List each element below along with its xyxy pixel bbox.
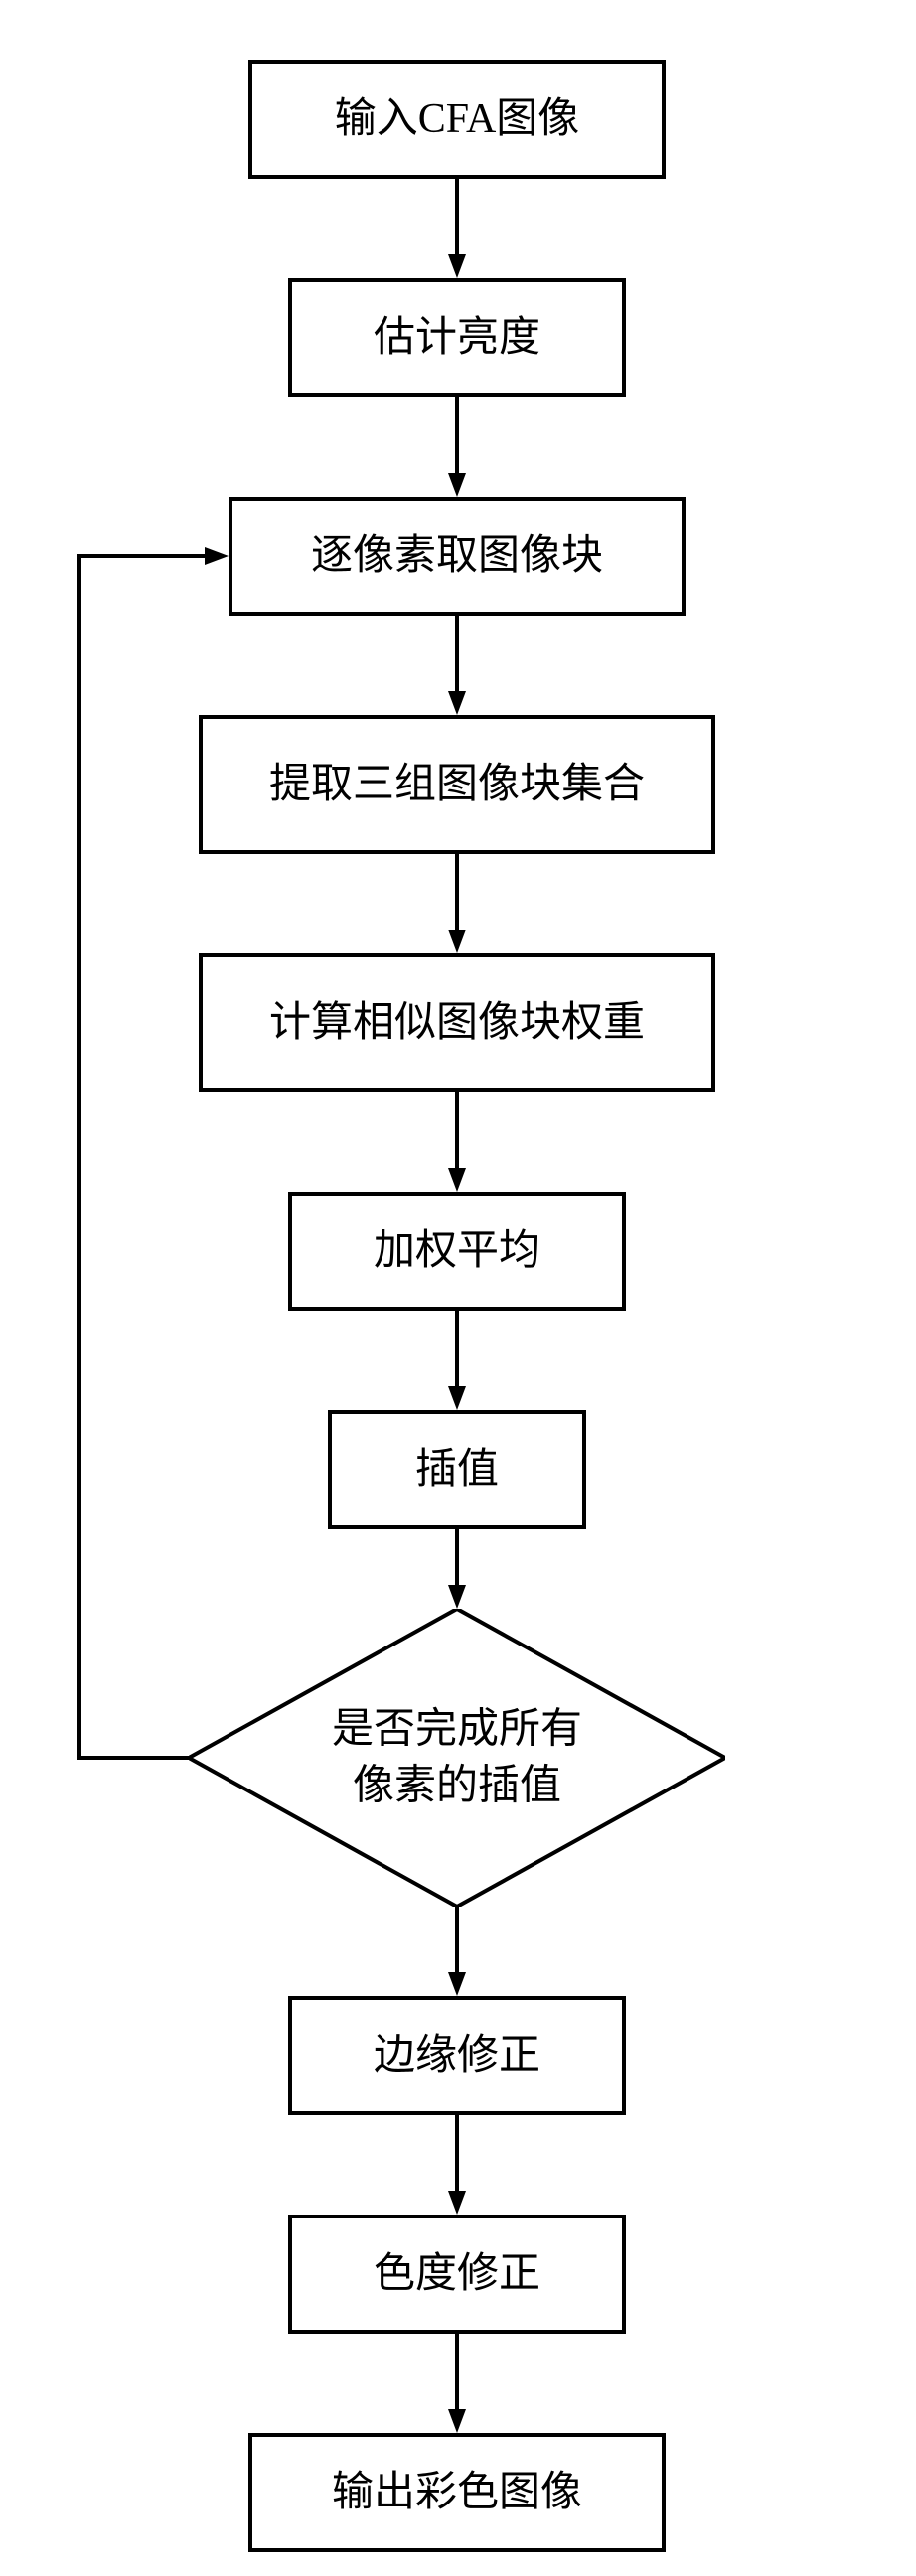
flow-node-n4: 提取三组图像块集合	[199, 715, 715, 854]
flow-node-label: 输出彩色图像	[332, 2465, 582, 2521]
flowchart-canvas: 输入CFA图像估计亮度逐像素取图像块提取三组图像块集合计算相似图像块权重加权平均…	[0, 0, 916, 2576]
flow-node-n10: 色度修正	[288, 2215, 626, 2334]
flow-node-n6: 加权平均	[288, 1192, 626, 1311]
flow-node-label: 边缘修正	[374, 2028, 540, 2084]
flow-node-label: 逐像素取图像块	[311, 528, 603, 585]
flow-node-label: 插值	[415, 1442, 499, 1499]
flow-node-n7: 插值	[328, 1410, 586, 1529]
flow-node-n5: 计算相似图像块权重	[199, 953, 715, 1092]
flow-node-n11: 输出彩色图像	[248, 2433, 666, 2552]
flow-decision-n8: 是否完成所有 像素的插值	[189, 1609, 725, 1907]
flow-node-label: 计算相似图像块权重	[269, 995, 645, 1052]
flow-node-label: 提取三组图像块集合	[269, 757, 645, 813]
flow-node-label: 估计亮度	[374, 310, 540, 366]
flow-node-label: 加权平均	[374, 1223, 540, 1280]
flow-node-label: 色度修正	[374, 2246, 540, 2303]
flow-node-label: 是否完成所有 像素的插值	[332, 1701, 582, 1813]
flow-node-label: 输入CFA图像	[335, 91, 580, 148]
flow-node-n9: 边缘修正	[288, 1996, 626, 2115]
flow-node-n3: 逐像素取图像块	[229, 497, 686, 616]
flow-node-n1: 输入CFA图像	[248, 60, 666, 179]
flow-node-n2: 估计亮度	[288, 278, 626, 397]
